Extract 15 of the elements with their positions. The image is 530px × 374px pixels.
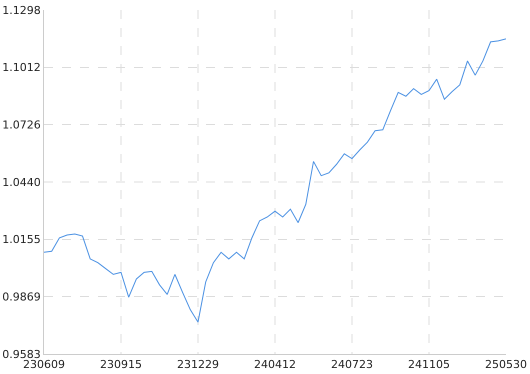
- y-tick-label: 1.0726: [2, 118, 41, 132]
- line-series: [44, 38, 506, 323]
- y-tick-label: 0.9583: [2, 348, 41, 361]
- x-tick-label: 230915: [100, 358, 142, 372]
- x-tick-label: 250530: [485, 358, 527, 372]
- y-tick-label: 1.0155: [2, 233, 41, 246]
- y-tick-label: 1.1012: [2, 61, 41, 74]
- x-tick-label: 240723: [331, 358, 373, 372]
- x-tick-label: 240412: [254, 358, 296, 372]
- y-tick-label: 1.0440: [2, 176, 41, 189]
- y-tick-label: 1.1298: [2, 4, 41, 17]
- x-tick-label: 241105: [408, 358, 450, 372]
- y-tick-label: 0.9869: [2, 290, 41, 304]
- x-tick-label: 231229: [177, 358, 219, 372]
- x-tick-label: 230609: [23, 358, 65, 372]
